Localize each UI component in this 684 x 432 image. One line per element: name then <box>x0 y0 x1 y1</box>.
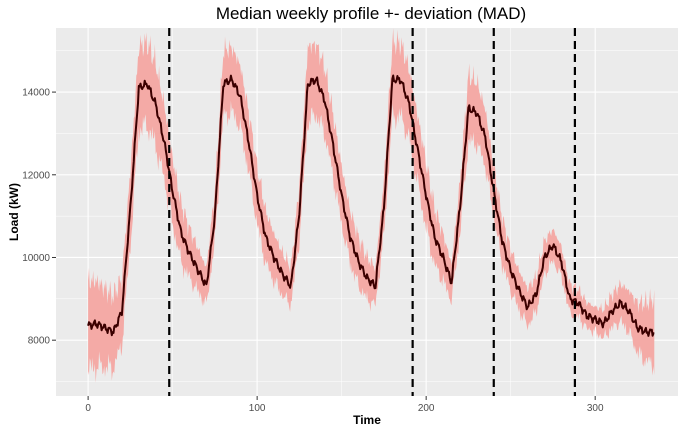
x-axis: 0 100 200 300 <box>85 396 604 414</box>
y-tick-label: 8000 <box>28 336 51 347</box>
chart-title: Median weekly profile +- deviation (MAD) <box>216 4 526 23</box>
y-axis-title: Load (kW) <box>7 183 21 241</box>
x-tick-label: 200 <box>418 403 435 414</box>
y-tick-label: 12000 <box>22 170 50 181</box>
x-axis-title: Time <box>353 413 381 427</box>
x-tick-label: 100 <box>249 403 266 414</box>
deviation-band <box>88 28 655 383</box>
x-tick-label: 0 <box>85 403 91 414</box>
vertical-lines <box>168 28 576 396</box>
median-line <box>87 74 655 337</box>
x-tick-label: 300 <box>587 403 604 414</box>
y-tick-label: 10000 <box>22 253 50 264</box>
y-tick-label: 14000 <box>22 88 50 99</box>
y-axis: 8000 10000 12000 14000 <box>22 88 56 347</box>
